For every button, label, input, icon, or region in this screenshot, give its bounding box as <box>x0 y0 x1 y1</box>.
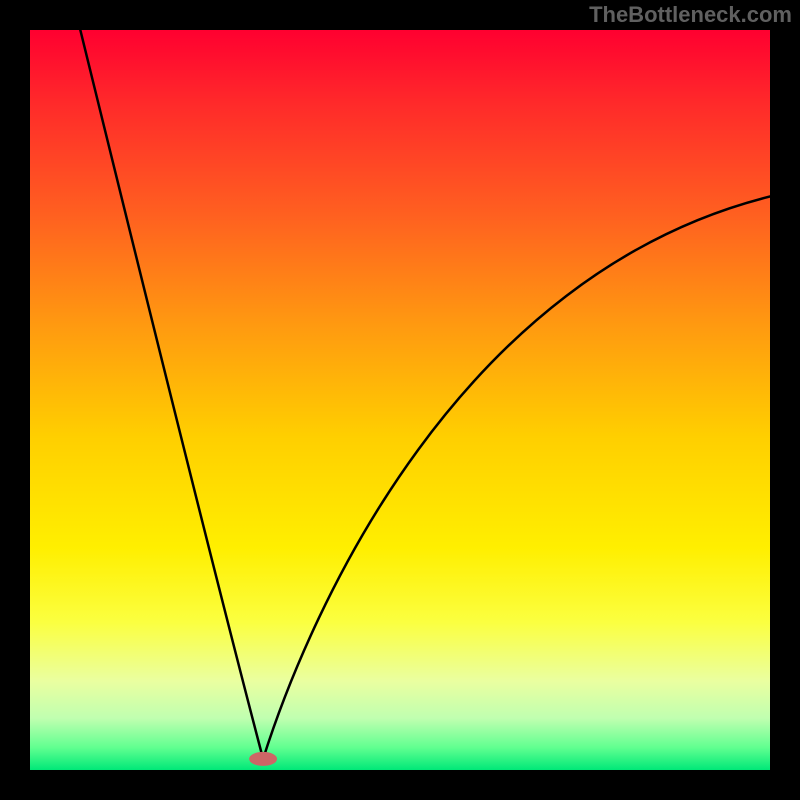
plot-area <box>30 30 770 770</box>
watermark-text: TheBottleneck.com <box>589 2 792 28</box>
gradient-background <box>30 30 770 770</box>
chart-container: TheBottleneck.com <box>0 0 800 800</box>
chart-svg <box>30 30 770 770</box>
optimum-marker <box>249 752 277 766</box>
